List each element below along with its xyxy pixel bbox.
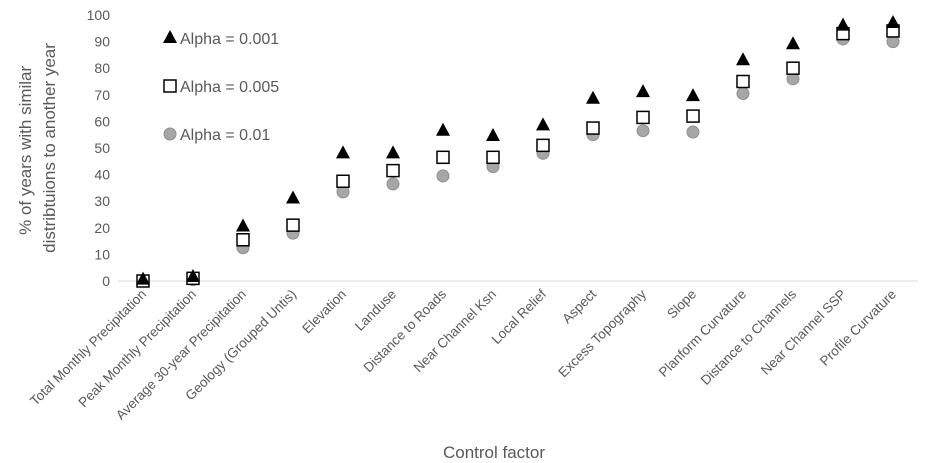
x-tick-label-near-channel-ksn: Near Channel Ksn xyxy=(411,287,500,376)
series-alpha-0-01 xyxy=(136,32,900,288)
y-tick-label: 30 xyxy=(94,193,110,209)
legend-triangle-marker xyxy=(163,30,177,43)
legend-circle-icon xyxy=(163,127,177,141)
legend-item-alpha-0001: Alpha = 0.001 xyxy=(163,30,279,48)
y-axis-ticks: 0 10 20 30 40 50 60 70 80 90 100 xyxy=(87,7,111,289)
y-tick-label: 20 xyxy=(94,220,110,236)
square-point-distance-to-channels xyxy=(786,61,800,75)
legend-item-alpha-0005: Alpha = 0.005 xyxy=(163,79,279,96)
series-layer xyxy=(136,14,900,288)
y-tick-label: 60 xyxy=(94,113,110,129)
y-tick-label: 100 xyxy=(87,7,111,23)
square-point-aspect xyxy=(586,121,600,135)
x-tick-label-local-relief: Local Relief xyxy=(489,286,550,347)
triangle-point-average-30-year-precipitation xyxy=(236,218,250,232)
circle-point-planform-curvature xyxy=(736,86,750,100)
legend-label-alpha-0005: Alpha = 0.005 xyxy=(180,79,279,96)
y-tick-label: 10 xyxy=(94,246,110,262)
triangle-point-planform-curvature xyxy=(736,52,750,66)
legend-item-alpha-001: Alpha = 0.01 xyxy=(163,127,270,144)
square-point-local-relief xyxy=(536,138,550,153)
legend-circle-marker xyxy=(163,127,177,141)
y-axis-title: % of years with similar distribtuions to… xyxy=(16,43,59,253)
x-tick-label-planform-curvature: Planform Curvature xyxy=(656,287,749,380)
x-tick-label-aspect: Aspect xyxy=(559,286,599,326)
legend-square-marker xyxy=(163,79,177,93)
triangle-point-geology-grouped-untis xyxy=(286,190,300,204)
triangle-point-total-monthly-precipitation xyxy=(136,271,150,285)
x-tick-label-near-channel-ssp: Near Channel SSP xyxy=(758,287,849,378)
square-point-landuse xyxy=(386,163,400,178)
y-tick-label: 0 xyxy=(102,273,110,289)
y-tick-label: 40 xyxy=(94,167,110,183)
circle-point-landuse xyxy=(386,177,400,191)
square-point-slope xyxy=(686,109,700,123)
y-tick-label: 90 xyxy=(94,34,110,50)
legend-label-alpha-001: Alpha = 0.01 xyxy=(180,127,270,144)
triangle-point-local-relief xyxy=(536,117,550,131)
square-point-distance-to-roads xyxy=(436,150,450,165)
triangle-point-landuse xyxy=(386,145,400,159)
series-alpha-0-005 xyxy=(136,24,900,288)
y-tick-label: 80 xyxy=(94,60,110,76)
y-axis-title-line-1: % of years with similar xyxy=(16,65,35,234)
legend-triangle-icon xyxy=(163,30,177,43)
triangle-point-slope xyxy=(686,88,700,102)
y-axis-title-line-2: distribtuions to another year xyxy=(40,43,59,253)
square-point-near-channel-ksn xyxy=(486,150,500,165)
square-point-geology-grouped-untis xyxy=(286,218,300,232)
y-tick-label: 50 xyxy=(94,140,110,156)
triangle-point-near-channel-ksn xyxy=(486,128,500,142)
x-axis-title: Control factor xyxy=(443,443,545,462)
legend-label-alpha-0001: Alpha = 0.001 xyxy=(180,31,279,48)
x-tick-label-distance-to-channels: Distance to Channels xyxy=(698,286,800,388)
x-tick-label-excess-topography: Excess Topography xyxy=(555,286,649,380)
x-tick-label-slope: Slope xyxy=(664,287,699,322)
triangle-point-aspect xyxy=(586,90,600,104)
triangle-point-elevation xyxy=(336,145,350,159)
circle-point-slope xyxy=(686,125,700,139)
square-point-excess-topography xyxy=(636,110,650,125)
x-tick-label-landuse: Landuse xyxy=(352,287,399,334)
y-tick-label: 70 xyxy=(94,87,110,103)
triangle-point-peak-monthly-precipitation xyxy=(186,269,200,283)
square-point-elevation xyxy=(336,174,350,188)
circle-point-distance-to-roads xyxy=(436,169,450,183)
x-tick-label-elevation: Elevation xyxy=(299,287,349,337)
legend-square-icon xyxy=(163,79,177,93)
triangle-point-near-channel-ssp xyxy=(836,17,850,31)
triangle-point-profile-curvature xyxy=(886,14,900,28)
legend: Alpha = 0.001 Alpha = 0.005 Alpha = 0.01 xyxy=(163,30,279,144)
triangle-point-excess-topography xyxy=(636,84,650,98)
triangle-point-distance-to-roads xyxy=(436,122,450,136)
square-point-average-30-year-precipitation xyxy=(236,233,250,247)
circle-point-excess-topography xyxy=(636,124,650,138)
x-tick-label-distance-to-roads: Distance to Roads xyxy=(361,286,450,375)
square-point-planform-curvature xyxy=(736,74,750,89)
triangle-point-distance-to-channels xyxy=(786,36,800,50)
series-alpha-0-001 xyxy=(136,14,900,285)
